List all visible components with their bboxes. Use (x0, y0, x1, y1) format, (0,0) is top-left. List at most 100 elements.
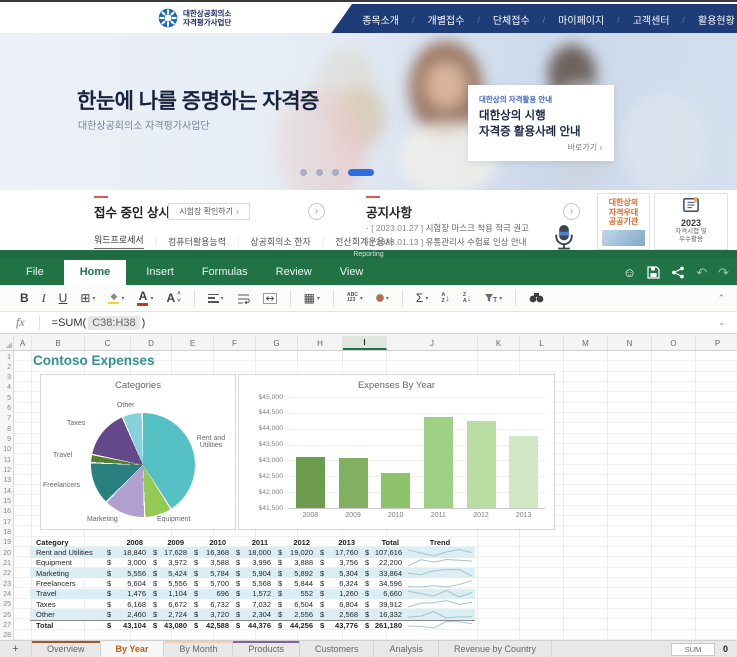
column-header-M[interactable]: M (564, 336, 608, 350)
row-number[interactable]: 25 (3, 601, 11, 609)
underline-button[interactable]: U (58, 291, 68, 305)
row-number[interactable]: 7 (7, 415, 11, 423)
column-header-P[interactable]: P (696, 336, 737, 350)
merge-cells-button[interactable] (262, 292, 277, 304)
row-number[interactable]: 26 (3, 611, 11, 619)
exam-link-3[interactable]: 상공회의소 한자 (250, 236, 311, 247)
bar-2012[interactable] (466, 420, 496, 508)
row-number[interactable]: 14 (3, 487, 11, 495)
table-row[interactable]: Freelancers $5,604 $5,556 $5,700 $5,568 $5,84… (30, 578, 475, 588)
column-header-I[interactable]: I (343, 336, 387, 350)
nav-item-1[interactable]: 종목소개 (362, 16, 399, 27)
carousel-dot[interactable] (316, 169, 323, 176)
expenses-table[interactable]: Category 2008 2009 2010 2011 2012 2013 Total Tre… (30, 537, 475, 630)
sheet-tab-revenue-by-country[interactable]: Revenue by Country (439, 641, 553, 657)
collapse-ribbon-icon[interactable]: ⌃ (717, 292, 725, 303)
exam-link-4[interactable]: 전산회계운용사 (335, 236, 394, 247)
row-number[interactable]: 20 (3, 549, 11, 557)
bar-2013[interactable] (509, 435, 539, 508)
sort-desc-button[interactable]: Z A ↓ (462, 291, 472, 304)
nav-item-2[interactable]: 개별접수 (427, 16, 465, 27)
save-icon[interactable] (647, 265, 660, 279)
share-icon[interactable] (671, 266, 685, 279)
row-number[interactable]: 24 (3, 590, 11, 598)
table-total-row[interactable]: Total $43,104 $43,080 $42,588 $44,376 $44,256… (30, 619, 475, 630)
find-button[interactable] (529, 293, 544, 303)
table-header-row[interactable]: Category 2008 2009 2010 2011 2012 2013 Total Tre… (30, 537, 475, 547)
table-row[interactable]: Taxes $6,168 $6,672 $6,732 $7,032 $6,504 $6,80… (30, 599, 475, 609)
wrap-text-button[interactable] (237, 293, 250, 304)
row-number[interactable]: 5 (7, 394, 11, 402)
fill-color-button[interactable]: ◆ ▾ (108, 291, 124, 305)
sort-asc-button[interactable]: A Z ↓ (441, 291, 450, 304)
row-number[interactable]: 23 (3, 580, 11, 588)
column-header-H[interactable]: H (298, 336, 343, 350)
filter-button[interactable]: T ▾ (484, 293, 502, 303)
column-header-G[interactable]: G (256, 336, 298, 350)
bar-2009[interactable] (338, 457, 368, 508)
row-number[interactable]: 19 (3, 539, 11, 547)
table-row[interactable]: Travel $1,476 $1,104 $696 $1,572 $552 $1,260 $6… (30, 588, 475, 600)
carousel-dot[interactable] (332, 169, 339, 176)
row-number[interactable]: 6 (7, 405, 11, 413)
table-row[interactable]: Equipment $3,000 $3,972 $3,588 $3,996 $3,888 $… (30, 558, 475, 568)
hero-promo-card[interactable]: 대한상의 자격활용 안내 대한상의 시행 자격증 활용사례 안내 바로가기 › (468, 85, 614, 161)
exams-more-button[interactable]: › (308, 203, 325, 220)
row-number[interactable]: 27 (3, 621, 11, 629)
nav-item-5[interactable]: 고객센터 (632, 16, 670, 27)
sheet-tab-analysis[interactable]: Analysis (374, 641, 439, 657)
row-number[interactable]: 28 (3, 632, 11, 640)
row-number[interactable]: 9 (7, 436, 11, 444)
column-header-E[interactable]: E (172, 336, 214, 350)
site-logo[interactable]: 대한상공회의소 자격평가사업단 (158, 8, 231, 28)
select-all-button[interactable] (0, 336, 14, 350)
row-number[interactable]: 13 (3, 477, 11, 485)
autosum-button[interactable]: Σ ▾ (415, 291, 429, 305)
ribbon-tab-insert[interactable]: Insert (146, 266, 174, 278)
nav-item-3[interactable]: 단체접수 (492, 16, 530, 27)
notice-more-button[interactable]: › (563, 203, 580, 220)
exam-link-1[interactable]: 워드프로세서 (94, 233, 144, 249)
ribbon-tab-home[interactable]: Home (63, 260, 127, 285)
borders-button[interactable]: ⊞ ▾ (80, 291, 96, 305)
row-number[interactable]: 15 (3, 498, 11, 505)
column-header-D[interactable]: D (131, 336, 172, 350)
row-number[interactable]: 11 (3, 456, 11, 464)
column-header-K[interactable]: K (478, 336, 520, 350)
number-style-button[interactable]: ▾ (375, 294, 389, 302)
column-header-J[interactable]: J (387, 336, 478, 350)
row-number[interactable]: 18 (3, 528, 11, 536)
carousel-dot[interactable] (300, 169, 307, 176)
column-header-C[interactable]: C (85, 336, 131, 350)
spreadsheet-grid[interactable]: 1 2 3 4 5 6 7 8 9 10 11 12 13 14 15 16 17 18 19 20 21 22 23 24 2… (0, 351, 737, 640)
column-header-O[interactable]: O (652, 336, 696, 350)
carousel-dot-active[interactable] (348, 169, 374, 176)
smiley-icon[interactable]: ☺ (622, 264, 637, 280)
ribbon-tab-review[interactable]: Review (275, 266, 312, 278)
row-number[interactable]: 22 (3, 570, 11, 578)
column-header-A[interactable]: A (14, 336, 32, 350)
italic-button[interactable]: I (41, 291, 46, 305)
sheet-tab-overview[interactable]: Overview (32, 641, 101, 657)
bar-2010[interactable] (381, 473, 411, 508)
redo-icon[interactable]: ↷ (718, 264, 729, 280)
row-number[interactable]: 8 (7, 425, 11, 433)
notice-item[interactable]: · [ 2023.01.13 ] 유통관리사 수험료 인상 안내 (366, 237, 527, 248)
font-size-button[interactable]: A ˄ ˅ (166, 291, 181, 305)
promo-go-link[interactable]: 바로가기 › (567, 143, 602, 152)
table-row[interactable]: Marketing $5,556 $5,424 $5,784 $5,904 $5,892 $… (30, 568, 475, 579)
bar-2011[interactable] (423, 416, 453, 508)
notice-item[interactable]: · [ 2023.01.27 ] 시험장 마스크 착용 적극 권고 (366, 223, 529, 233)
table-row[interactable]: Other $2,460 $2,724 $3,720 $2,304 $2,556 $2,56… (30, 609, 475, 620)
expand-formula-bar-icon[interactable]: ⌄ (718, 318, 725, 327)
sheet-tab-products[interactable]: Products (233, 641, 300, 657)
row-number[interactable]: 4 (7, 384, 11, 392)
nav-item-6[interactable]: 활용현황 (698, 16, 735, 27)
row-number[interactable]: 1 (7, 353, 11, 361)
exam-guide-banner[interactable]: 2023 자격시험 및 우수활용 (654, 193, 728, 250)
formula-input[interactable]: =SUM(C38:H38) (51, 315, 146, 330)
bar-2008[interactable] (295, 457, 325, 508)
row-number[interactable]: 3 (7, 374, 11, 382)
bar-chart[interactable]: Expenses By Year $45,000 $44,500 $44,000 $4… (238, 374, 555, 530)
row-number[interactable]: 21 (3, 559, 11, 567)
